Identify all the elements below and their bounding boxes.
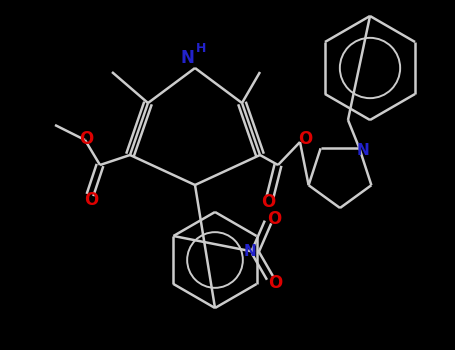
Text: H: H [196, 42, 206, 55]
Text: O: O [84, 191, 98, 209]
Text: O: O [268, 274, 282, 292]
Text: O: O [267, 210, 281, 228]
Text: N: N [243, 245, 256, 259]
Text: O: O [79, 130, 93, 148]
Text: N: N [357, 143, 370, 158]
Text: N: N [180, 49, 194, 67]
Text: O: O [298, 130, 312, 148]
Text: O: O [261, 193, 275, 211]
